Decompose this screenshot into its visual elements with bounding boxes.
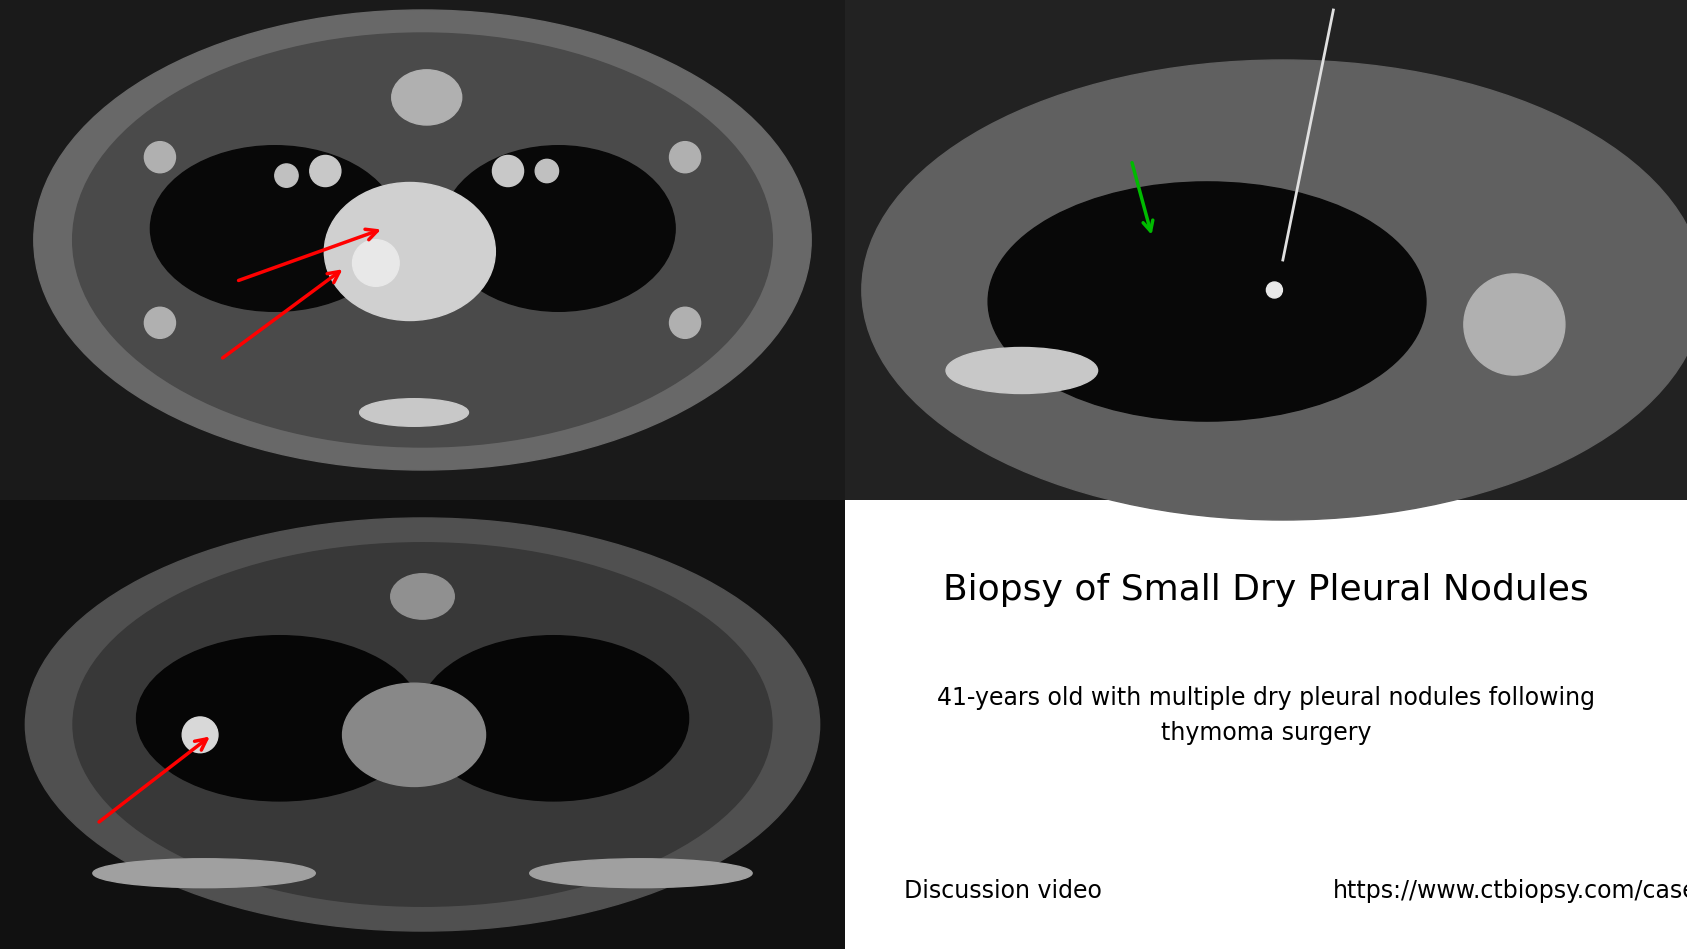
Text: 41-years old with multiple dry pleural nodules following
thymoma surgery: 41-years old with multiple dry pleural n… [936,686,1594,745]
Ellipse shape [418,636,688,801]
Ellipse shape [530,859,752,887]
Ellipse shape [1464,274,1566,375]
Text: Biopsy of Small Dry Pleural Nodules: Biopsy of Small Dry Pleural Nodules [943,573,1589,606]
Ellipse shape [442,146,675,311]
Ellipse shape [73,543,773,906]
Ellipse shape [137,636,422,801]
Text: Discussion video: Discussion video [904,879,1102,902]
Ellipse shape [93,859,315,887]
Ellipse shape [150,146,400,311]
Bar [845,500,1687,949]
Circle shape [275,164,299,187]
Ellipse shape [324,182,496,321]
Circle shape [535,159,558,182]
Ellipse shape [862,60,1687,520]
Ellipse shape [25,518,820,931]
Circle shape [353,240,400,287]
Circle shape [670,141,700,173]
Bar [845,0,1687,500]
Ellipse shape [359,399,469,426]
Circle shape [1267,282,1282,298]
Bar [0,0,845,500]
Circle shape [310,156,341,187]
Ellipse shape [391,70,462,125]
Ellipse shape [946,347,1098,394]
Bar [0,500,845,949]
Circle shape [493,156,523,187]
Circle shape [182,716,218,753]
Ellipse shape [73,33,773,447]
Ellipse shape [342,683,486,787]
Ellipse shape [989,182,1426,421]
Circle shape [145,307,175,339]
Ellipse shape [34,10,811,470]
Text: https://www.ctbiopsy.com/case114/: https://www.ctbiopsy.com/case114/ [1333,879,1687,902]
Circle shape [145,141,175,173]
Ellipse shape [391,574,454,619]
Circle shape [670,307,700,339]
